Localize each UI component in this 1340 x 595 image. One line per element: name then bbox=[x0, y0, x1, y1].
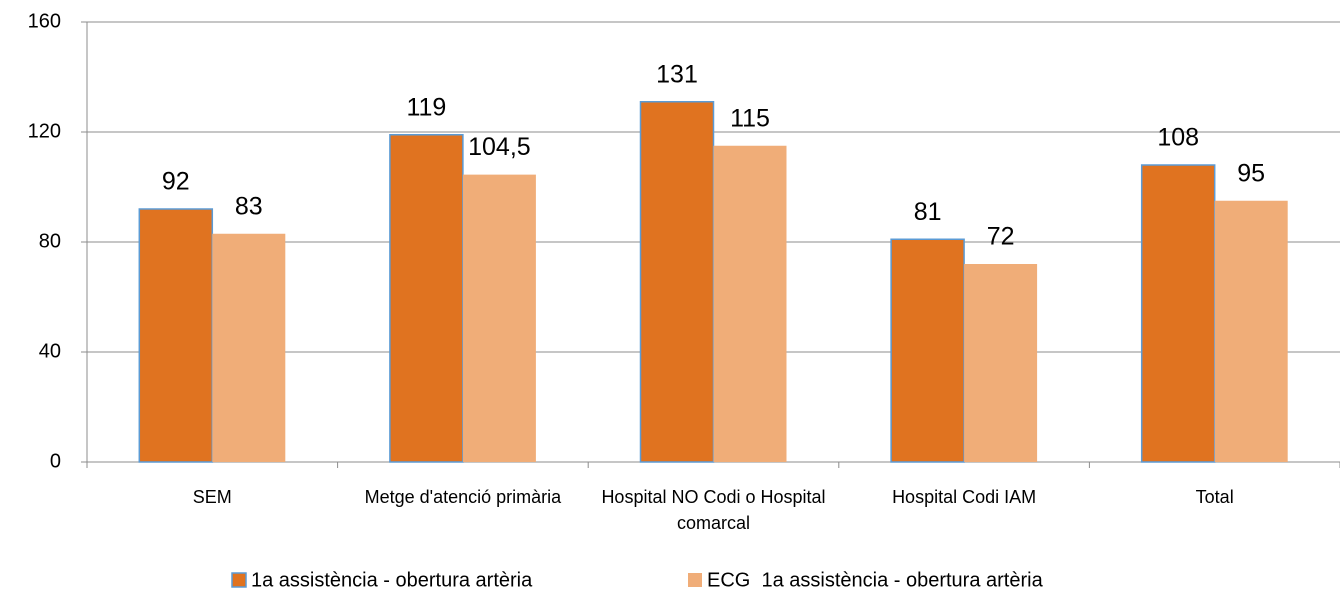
x-tick-label: Hospital NO Codi o Hospital comarcal bbox=[601, 487, 826, 533]
value-label: 95 bbox=[1237, 159, 1265, 187]
x-tick-label: Metge d'atenció primària bbox=[364, 487, 562, 507]
value-label: 83 bbox=[235, 192, 263, 220]
x-tick-label: Total bbox=[1195, 487, 1234, 507]
y-tick-label: 40 bbox=[39, 340, 61, 362]
legend-marker bbox=[688, 573, 702, 587]
bar bbox=[713, 145, 787, 462]
value-label: 92 bbox=[162, 168, 190, 196]
value-label: 81 bbox=[914, 198, 942, 226]
y-tick-label: 120 bbox=[28, 120, 61, 142]
legend-label: 1a assistència - obertura artèria bbox=[251, 569, 533, 591]
bar bbox=[1214, 200, 1288, 462]
value-label: 108 bbox=[1157, 124, 1199, 152]
bar bbox=[389, 134, 464, 463]
bar bbox=[1140, 164, 1216, 463]
bar bbox=[890, 238, 965, 463]
legend-label: ECG 1a assistència - obertura artèria bbox=[707, 569, 1044, 591]
value-label: 131 bbox=[656, 60, 698, 88]
bar bbox=[138, 208, 214, 463]
legend-marker bbox=[231, 572, 247, 588]
bar bbox=[639, 101, 715, 463]
y-tick-label: 0 bbox=[50, 450, 61, 472]
bar bbox=[462, 174, 536, 462]
value-label: 104,5 bbox=[468, 133, 531, 161]
value-label: 115 bbox=[730, 104, 770, 132]
bar bbox=[212, 233, 286, 462]
y-tick-label: 80 bbox=[39, 230, 61, 252]
bar bbox=[964, 264, 1038, 462]
x-tick-label: SEM bbox=[192, 487, 232, 507]
value-label: 119 bbox=[406, 93, 446, 121]
x-tick-label: Hospital Codi IAM bbox=[892, 487, 1037, 507]
y-tick-label: 160 bbox=[28, 10, 61, 32]
value-label: 72 bbox=[987, 223, 1015, 251]
